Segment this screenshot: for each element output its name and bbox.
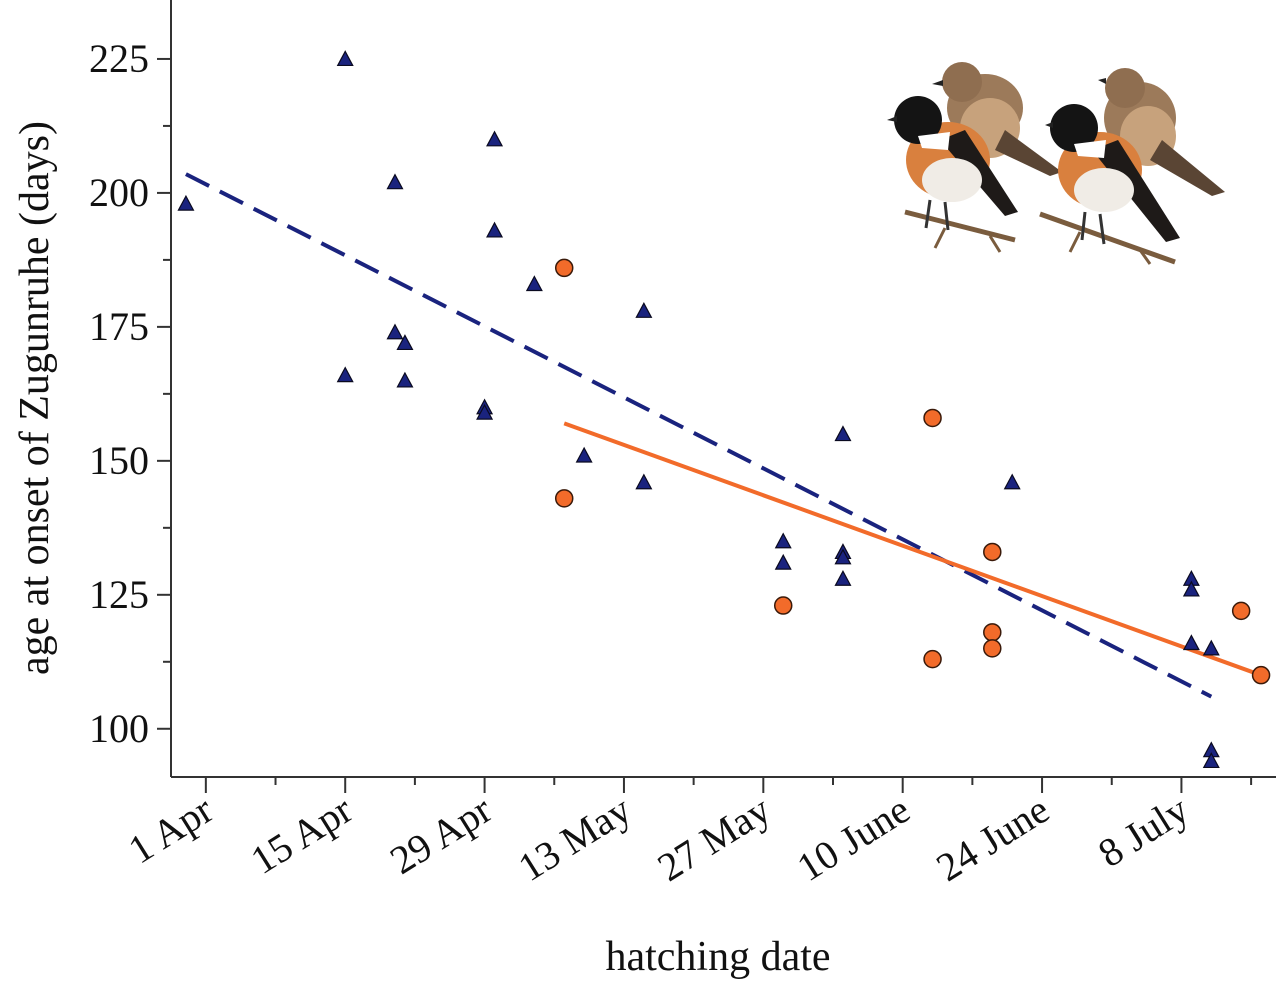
y-axis-title: age at onset of Zugunruhe (days) [12,121,58,675]
data-point-triangle [386,173,404,190]
data-point-triangle [177,194,195,211]
data-point-circle [983,639,1002,658]
data-point-triangle [396,334,414,351]
bird-pair-right [1039,68,1225,265]
data-point-circle [923,649,942,669]
data-point-triangle [1202,639,1220,656]
data-point-circle [554,258,574,278]
data-point-triangle [386,323,404,340]
data-point-triangle [635,473,653,490]
data-point-triangle [396,371,414,388]
y-tick-label: 125 [89,572,149,617]
trend-line-dashed [185,172,1213,699]
x-tick-label: 8 July [1090,786,1196,875]
data-point-triangle [336,50,354,67]
data-point-triangle [774,553,792,570]
data-point-circle [1251,665,1271,685]
data-point-triangle [1182,580,1200,597]
data-point-triangle [336,366,354,383]
data-point-circle [773,596,793,615]
data-point-triangle [834,569,852,586]
x-tick-label: 10 June [789,786,917,890]
data-point-triangle [486,130,504,147]
y-axis-ticks: 100 125 150 175 200 225 [89,36,171,751]
x-tick-label: 29 Apr [382,786,499,882]
data-point-triangle [486,221,504,238]
data-point-triangle [834,425,852,442]
trend-lines [185,172,1262,699]
x-tick-label: 24 June [928,786,1056,890]
data-point-triangle [1003,473,1021,490]
x-axis-ticks: 1 Apr 15 Apr 29 Apr 13 May 27 May 10 June 24 J… [120,777,1253,890]
x-axis-title: hatching date [605,934,830,980]
data-point-circle [1231,601,1251,621]
data-point-circle [923,408,942,428]
y-tick-label: 175 [89,304,149,349]
y-tick-label: 225 [89,36,149,81]
data-point-triangle [476,403,494,420]
data-point-circle [983,542,1002,562]
trend-line-solid [563,421,1262,678]
x-tick-label: 13 May [510,786,638,890]
data-point-circle [983,623,1002,642]
data-point-triangle [525,275,543,292]
data-point-circle [554,489,574,508]
data-points [177,50,1271,769]
data-point-triangle [635,302,653,318]
bird-pair-left [887,62,1062,253]
x-tick-label: 1 Apr [120,786,220,872]
axes [170,0,1276,778]
x-tick-label: 15 Apr [243,786,360,882]
x-tick-label: 27 May [650,786,778,890]
data-point-triangle [575,446,593,463]
data-point-triangle [834,548,852,565]
data-point-triangle [1202,752,1220,769]
data-point-triangle [1182,634,1200,651]
y-tick-label: 150 [89,438,149,483]
stonechat-birds-illustration [887,62,1225,265]
data-point-triangle [774,532,792,549]
y-tick-label: 100 [89,706,149,751]
y-tick-label: 200 [89,170,149,215]
